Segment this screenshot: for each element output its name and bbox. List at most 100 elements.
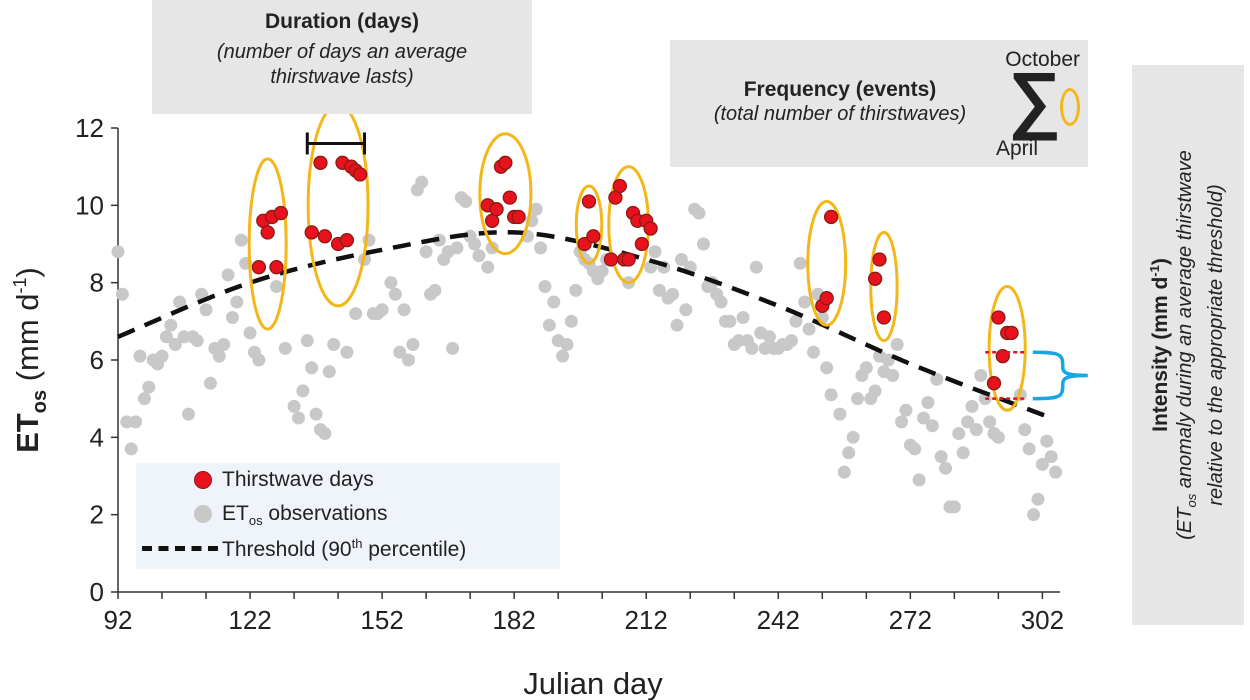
- observation-point: [199, 303, 213, 317]
- observation-point: [793, 256, 807, 270]
- y-tick-label: 10: [75, 190, 104, 220]
- observation-point: [983, 415, 997, 429]
- x-tick-label: 92: [104, 605, 133, 635]
- thirstwave-point: [251, 260, 267, 275]
- observation-point: [868, 384, 882, 398]
- thirstwave-point: [603, 252, 619, 267]
- observation-point: [230, 295, 244, 309]
- observation-point: [820, 361, 834, 375]
- duration-annotation: Duration (days) (number of days an avera…: [152, 0, 532, 114]
- observation-point: [450, 241, 464, 255]
- observation-point: [833, 407, 847, 421]
- thirstwave-point: [304, 225, 319, 240]
- observation-point: [1018, 423, 1032, 437]
- observation-point: [164, 318, 178, 332]
- observation-point: [784, 334, 798, 348]
- observation-point: [762, 330, 776, 344]
- thirstwave-event-ellipse: [869, 230, 899, 343]
- x-tick-label: 242: [757, 605, 800, 635]
- observation-point: [692, 206, 706, 220]
- observation-point: [217, 338, 231, 352]
- observation-point: [225, 310, 239, 324]
- intensity-description-line1: (ETos anomaly during an average thirstwa…: [1174, 150, 1199, 540]
- observation-point: [595, 264, 609, 278]
- observation-point: [472, 249, 486, 263]
- y-tick-label: 12: [75, 113, 104, 143]
- intensity-brace: [1032, 350, 1088, 401]
- observation-point: [1022, 442, 1036, 456]
- observation-point: [714, 295, 728, 309]
- annotation-marks: [305, 132, 1088, 401]
- thirstwave-point: [876, 310, 892, 325]
- observation-point: [428, 283, 442, 297]
- observation-point: [881, 353, 895, 367]
- observation-point: [129, 415, 143, 429]
- observation-point: [1035, 457, 1049, 471]
- legend: Thirstwave days ETos observations Thresh…: [136, 463, 560, 569]
- thirstwave-point: [339, 232, 355, 248]
- thirstwave-point: [489, 202, 504, 217]
- intensity-title: Intensity (mm d-1): [1147, 258, 1172, 432]
- observation-point: [749, 260, 763, 274]
- y-tick-label: 6: [90, 345, 104, 375]
- observation-point: [974, 368, 988, 382]
- observation-point: [318, 426, 332, 440]
- x-axis-title: Julian day: [523, 666, 663, 700]
- y-tick-label: 0: [90, 577, 104, 607]
- observation-point: [917, 411, 931, 425]
- duration-description: (number of days an average thirstwave la…: [216, 41, 468, 88]
- thirstwave-point: [260, 225, 275, 240]
- observation-point: [934, 450, 948, 464]
- thirstwave-event-ellipse: [987, 285, 1027, 412]
- thirstwave-point: [819, 290, 834, 306]
- observation-point: [269, 280, 283, 294]
- observation-point: [296, 384, 310, 398]
- observation-point: [886, 368, 900, 382]
- axes: [111, 127, 1060, 599]
- thirstwave-point: [352, 167, 368, 182]
- observation-point: [965, 399, 979, 413]
- thirstwave-point: [991, 310, 1006, 325]
- thirstwave-point: [867, 271, 883, 286]
- observation-point: [556, 349, 570, 363]
- observation-point: [1044, 450, 1058, 464]
- observation-point: [547, 295, 561, 309]
- observation-point: [542, 318, 556, 332]
- summation-icon: ∑: [1008, 57, 1061, 140]
- observation-point: [912, 473, 926, 487]
- intensity-annotation: Intensity (mm d-1) (ETos anomaly during …: [1132, 65, 1244, 625]
- observation-point: [564, 314, 578, 328]
- intensity-description-line2: relative to the appropriate threshold): [1205, 184, 1227, 506]
- observation-point: [155, 349, 169, 363]
- observation-point: [419, 245, 433, 259]
- observation-point: [859, 361, 873, 375]
- observation-point: [569, 283, 583, 297]
- observation-point: [529, 202, 543, 216]
- observation-point: [670, 318, 684, 332]
- thirstwave-point: [511, 209, 526, 225]
- observation-point: [278, 341, 292, 355]
- observation-point: [133, 349, 147, 363]
- observation-point: [291, 411, 305, 425]
- observation-point: [969, 423, 983, 437]
- observation-point: [952, 426, 966, 440]
- observation-point: [899, 403, 913, 417]
- observation-point: [173, 295, 187, 309]
- frequency-title: Frequency (events): [743, 78, 937, 101]
- sum-lower-limit: April: [995, 137, 1038, 160]
- thirstwave-point: [586, 229, 601, 244]
- observation-point: [388, 287, 402, 301]
- observation-point: [124, 442, 138, 456]
- y-tick-label: 8: [90, 268, 104, 298]
- observation-point: [890, 338, 904, 352]
- thirstwave-series: [251, 155, 1019, 391]
- thirstwave-point: [643, 221, 658, 236]
- observation-point: [384, 276, 398, 290]
- observation-point: [921, 396, 935, 410]
- observation-point: [1049, 465, 1063, 479]
- tick-labels: 0 2 4 6 8 10 12 92 122 152 182 212 242 272 302: [75, 113, 1064, 635]
- observation-point: [234, 233, 248, 247]
- observation-point: [190, 334, 204, 348]
- observation-point: [851, 392, 865, 406]
